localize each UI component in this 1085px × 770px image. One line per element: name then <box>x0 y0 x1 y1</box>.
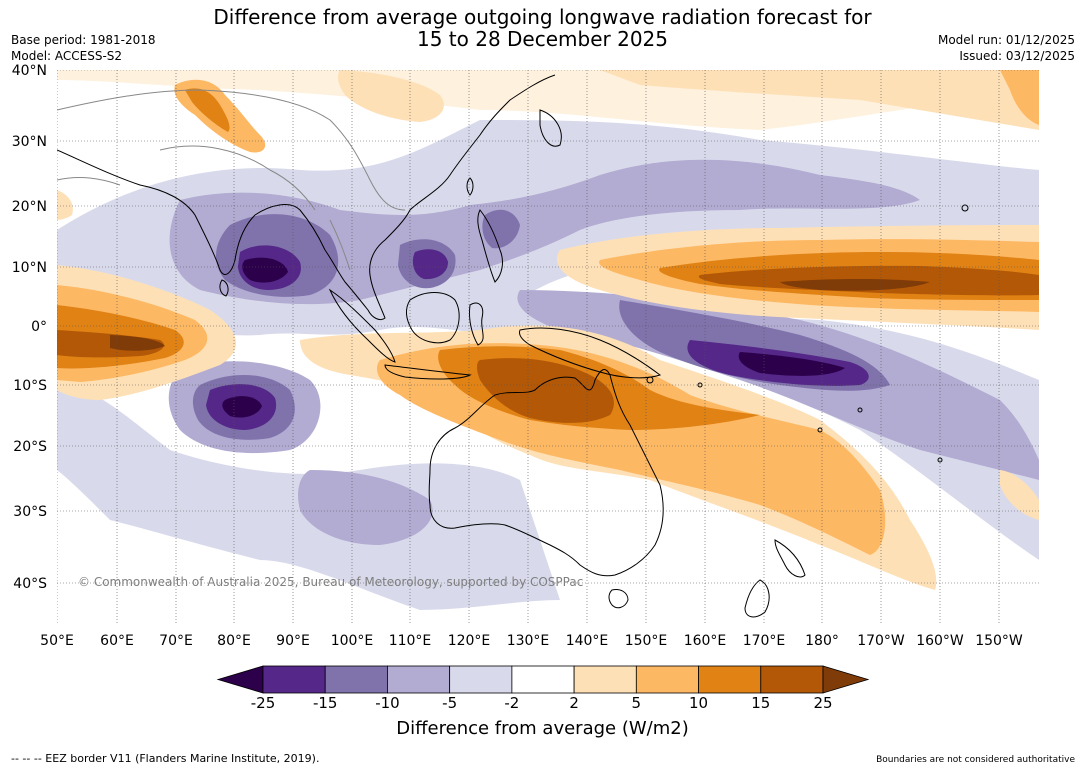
coastlines <box>57 74 969 618</box>
lon-label: 170°E <box>743 633 786 649</box>
map-title-line2: 15 to 28 December 2025 <box>416 27 668 51</box>
lon-label: 150°E <box>625 633 668 649</box>
copyright-text: © Commonwealth of Australia 2025, Bureau… <box>78 575 583 589</box>
base-period: Base period: 1981-2018 <box>11 33 156 47</box>
colorbar-swatch <box>511 665 575 694</box>
colorbar-swatch <box>635 665 699 694</box>
colorbar-tick-label: 15 <box>751 694 771 712</box>
lon-label: 80°E <box>217 633 251 649</box>
lon-label: 180° <box>805 633 839 649</box>
model-run: Model run: 01/12/2025 <box>937 33 1075 47</box>
lon-label: 150°W <box>975 633 1023 649</box>
lat-label: 40°S <box>13 576 47 592</box>
boundaries-disclaimer: Boundaries are not considered authoritat… <box>876 755 1075 765</box>
lat-label: 30°S <box>13 504 47 520</box>
gridlines <box>57 70 1039 623</box>
anomaly-field <box>57 70 1039 610</box>
colorbar-swatch <box>262 665 326 694</box>
lon-axis: 50°E 60°E 70°E 80°E 90°E 100°E 110°E 120°E 130°E… <box>40 633 1023 649</box>
lon-label: 110°E <box>389 633 432 649</box>
lon-label: 140°E <box>566 633 609 649</box>
eez-legend: -- -- -- EEZ border V11 (Flanders Marine… <box>11 752 320 765</box>
lat-label: 20°N <box>12 199 47 215</box>
lat-label: 10°N <box>12 260 47 276</box>
colorbar-tick-label: -2 <box>504 694 520 712</box>
colorbar-extend-low <box>216 665 264 694</box>
colorbar-tick-label: 25 <box>813 694 833 712</box>
lon-label: 90°E <box>276 633 310 649</box>
lon-label: 160°W <box>916 633 964 649</box>
lon-label: 50°E <box>40 633 74 649</box>
lon-label: 60°E <box>100 633 134 649</box>
colorbar-tick-label: 2 <box>569 694 579 712</box>
meta-right: Model run: 01/12/2025 Issued: 03/12/2025 <box>938 32 1075 64</box>
colorbar-tick-label: -10 <box>375 694 400 712</box>
colorbar <box>216 665 870 694</box>
lon-label: 160°E <box>684 633 727 649</box>
lat-label: 20°S <box>13 439 47 455</box>
colorbar-swatch <box>573 665 637 694</box>
lat-label: 40°N <box>12 63 47 79</box>
colorbar-tick-label: -25 <box>250 694 276 712</box>
lon-label: 170°W <box>857 633 905 649</box>
map-title-line1: Difference from average outgoing longwav… <box>213 5 872 29</box>
colorbar-label: Difference from average (W/m2) <box>396 718 689 739</box>
issued-date: Issued: 03/12/2025 <box>959 49 1075 63</box>
colorbar-swatch <box>698 665 762 694</box>
lon-label: 120°E <box>448 633 491 649</box>
colorbar-tick-label: -15 <box>312 694 338 712</box>
colorbar-swatch <box>387 665 451 694</box>
lat-label: 0° <box>31 319 47 335</box>
lat-label: 10°S <box>13 378 47 394</box>
lon-label: 130°E <box>507 633 550 649</box>
colorbar-swatch <box>449 665 513 694</box>
model-name: Model: ACCESS-S2 <box>11 49 123 63</box>
colorbar-extend-high <box>822 665 870 694</box>
lat-axis: 40°N 30°N 20°N 10°N 0° 10°S 20°S 30°S 40°S <box>12 63 47 592</box>
lon-label: 70°E <box>159 633 193 649</box>
colorbar-tick-label: -5 <box>442 694 458 712</box>
lat-label: 30°N <box>12 134 47 150</box>
colorbar-tick-label: 10 <box>689 694 709 712</box>
lon-label: 100°E <box>331 633 374 649</box>
meta-left: Base period: 1981-2018 Model: ACCESS-S2 <box>11 32 156 64</box>
colorbar-tick-label: 5 <box>631 694 642 712</box>
country-borders <box>57 89 406 271</box>
colorbar-swatch <box>324 665 388 694</box>
colorbar-swatch <box>760 665 824 694</box>
